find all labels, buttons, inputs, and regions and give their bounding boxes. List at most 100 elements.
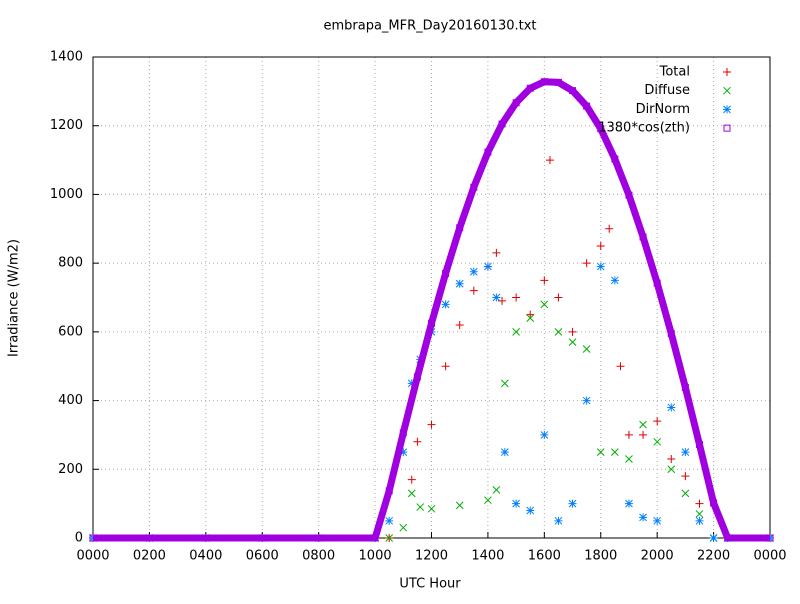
- point: [385, 516, 394, 525]
- point: [724, 534, 732, 542]
- point: [568, 327, 577, 336]
- point: [526, 314, 535, 322]
- point: [492, 248, 501, 257]
- x-tick-label: 0000: [753, 549, 786, 564]
- x-tick-label: 1200: [415, 549, 448, 564]
- point: [597, 125, 605, 133]
- point: [89, 534, 97, 542]
- point: [554, 516, 563, 525]
- x-tick-label: 2000: [641, 549, 674, 564]
- point: [442, 269, 450, 277]
- point: [258, 534, 266, 542]
- curve: [93, 78, 770, 542]
- point: [554, 293, 563, 302]
- point: [540, 300, 549, 309]
- point: [399, 429, 407, 437]
- point: [428, 319, 435, 327]
- point: [624, 430, 633, 439]
- point: [639, 430, 648, 439]
- point: [667, 330, 675, 338]
- point: [568, 499, 577, 508]
- y-tick-label: 600: [58, 324, 83, 339]
- point: [695, 516, 704, 525]
- point: [667, 403, 676, 412]
- point: [639, 513, 648, 522]
- point: [667, 454, 676, 463]
- point: [545, 156, 554, 165]
- point: [416, 503, 425, 511]
- point: [610, 276, 619, 285]
- point: [611, 155, 619, 163]
- point: [441, 362, 450, 371]
- point: [484, 496, 492, 505]
- point: [582, 259, 591, 268]
- x-tick-label: 1000: [359, 549, 392, 564]
- y-tick-label: 400: [58, 393, 83, 408]
- point: [616, 362, 625, 371]
- legend-label: Total: [659, 65, 690, 80]
- legend-marker: [723, 68, 731, 76]
- chart-title: embrapa_MFR_Day20160130.txt: [323, 19, 536, 34]
- point: [605, 224, 614, 233]
- y-tick-label: 200: [58, 462, 83, 477]
- point: [540, 78, 548, 86]
- point: [625, 191, 633, 199]
- y-tick-label: 1200: [50, 118, 83, 133]
- point: [568, 338, 577, 347]
- point: [500, 379, 509, 388]
- point: [653, 437, 662, 446]
- point: [202, 534, 210, 542]
- point: [582, 396, 591, 405]
- point: [583, 102, 591, 110]
- point: [526, 84, 534, 92]
- point: [145, 534, 153, 542]
- point: [540, 430, 549, 439]
- point: [413, 373, 421, 381]
- point: [469, 286, 478, 295]
- point: [484, 148, 492, 156]
- point: [455, 279, 464, 288]
- x-tick-label: 2200: [697, 549, 730, 564]
- point: [427, 420, 436, 429]
- point: [653, 417, 662, 426]
- point: [681, 384, 689, 392]
- y-tick-label: 1000: [50, 187, 83, 202]
- point: [470, 183, 478, 191]
- point: [554, 78, 562, 86]
- point: [441, 300, 450, 309]
- point: [639, 233, 647, 241]
- legend-marker: [723, 86, 731, 95]
- legend-label: 1380*cos(zth): [598, 121, 690, 136]
- point: [710, 499, 718, 507]
- point: [639, 420, 647, 429]
- point: [469, 267, 478, 276]
- point: [624, 499, 633, 508]
- legend-label: Diffuse: [644, 83, 690, 98]
- y-tick-label: 0: [75, 531, 83, 546]
- legend-label: DirNorm: [636, 102, 690, 117]
- x-tick-label: 0400: [189, 549, 222, 564]
- point: [512, 328, 520, 336]
- point: [500, 448, 509, 457]
- point: [667, 465, 676, 474]
- point: [596, 262, 605, 271]
- point: [371, 534, 379, 542]
- point: [596, 241, 605, 250]
- x-tick-label: 0200: [133, 549, 166, 564]
- point: [695, 510, 704, 518]
- x-tick-label: 1600: [528, 549, 561, 564]
- point: [427, 504, 436, 513]
- x-tick-label: 1400: [471, 549, 504, 564]
- x-tick-label: 0600: [246, 549, 279, 564]
- x-tick-label: 0800: [302, 549, 335, 564]
- plot-frame: [92, 56, 771, 539]
- point: [596, 448, 605, 456]
- point: [492, 486, 501, 494]
- point: [407, 379, 416, 388]
- point: [512, 499, 521, 508]
- point: [554, 328, 563, 336]
- point: [455, 501, 464, 510]
- point: [385, 534, 394, 542]
